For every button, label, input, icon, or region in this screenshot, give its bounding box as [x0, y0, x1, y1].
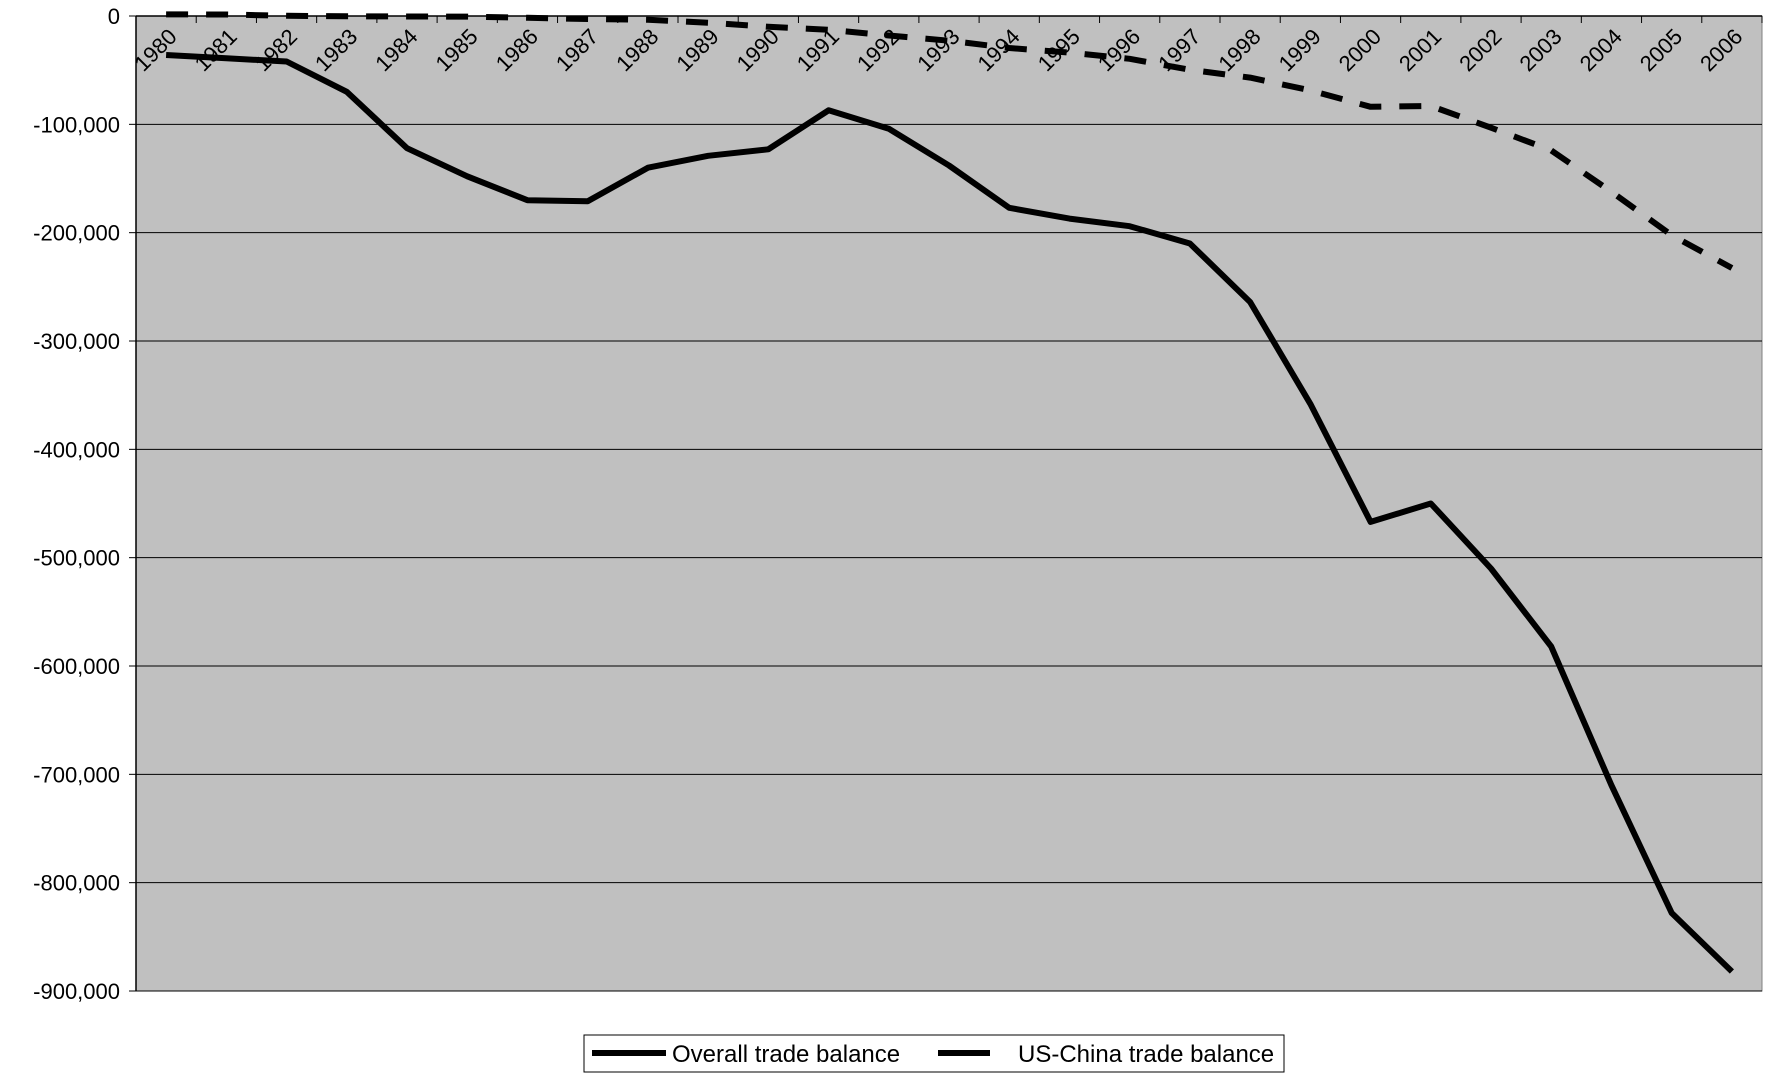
legend-label: US-China trade balance [1018, 1041, 1274, 1068]
y-tick-label: 0 [108, 4, 120, 29]
plot-background [135, 15, 1763, 992]
y-tick-label: -400,000 [33, 437, 120, 462]
plot-area [135, 15, 1763, 992]
y-tick-label: -900,000 [33, 979, 120, 1004]
y-tick-label: -500,000 [33, 546, 120, 571]
y-tick-label: -800,000 [33, 871, 120, 896]
y-tick-label: -700,000 [33, 762, 120, 787]
series-lines [165, 11, 1734, 974]
y-tick-label: -200,000 [33, 221, 120, 246]
legend-label: Overall trade balance [672, 1041, 900, 1068]
y-tick-label: -600,000 [33, 654, 120, 679]
legend: Overall trade balance US-China trade bala… [583, 1034, 1285, 1073]
y-tick-label: -300,000 [33, 329, 120, 354]
series-line-overall-trade-balance [165, 52, 1734, 974]
legend-box [583, 1034, 1285, 1073]
series-line-us-china-trade-balance [166, 11, 1734, 271]
y-axis-ticks: 0 -100,000 -200,000 -300,000 -400,000 -500,00… [33, 4, 137, 1004]
y-tick-label: -100,000 [33, 112, 120, 137]
